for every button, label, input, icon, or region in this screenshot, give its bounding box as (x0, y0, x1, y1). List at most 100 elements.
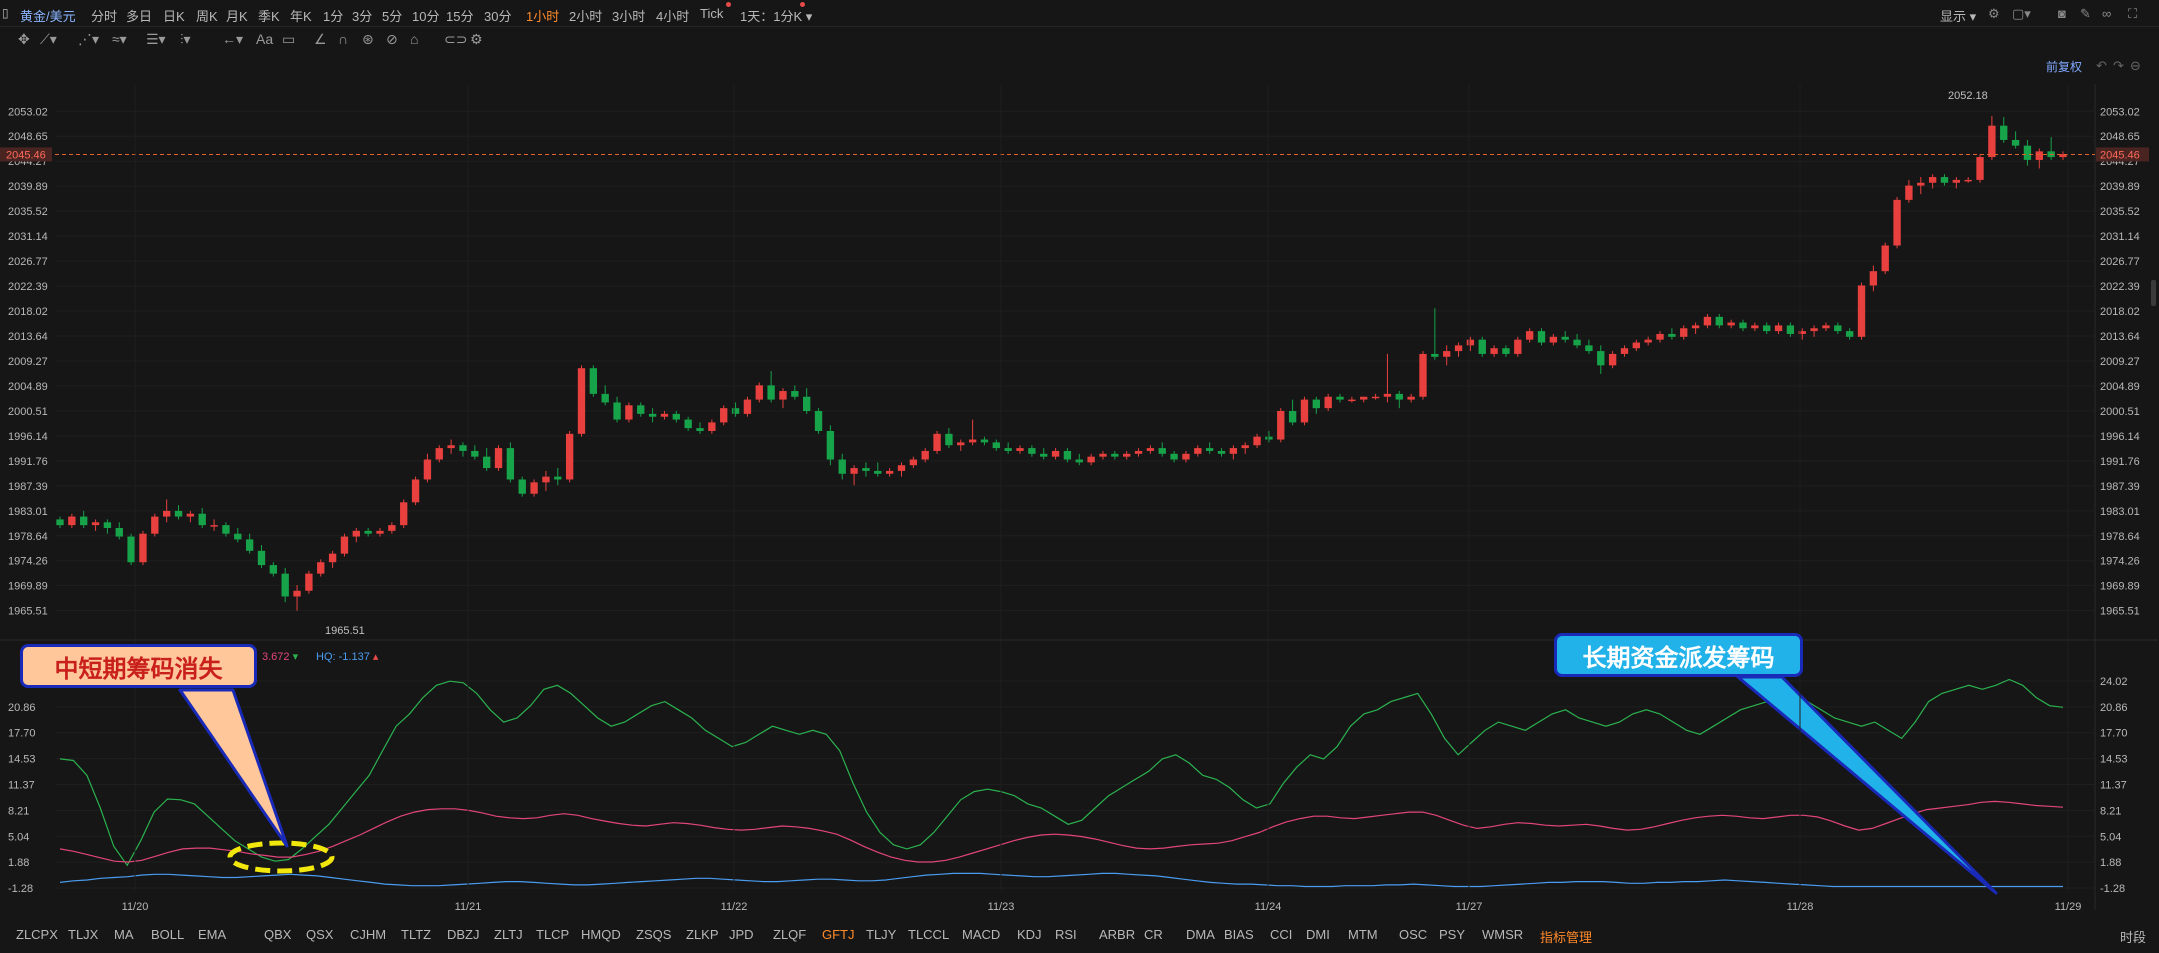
symbol-selector[interactable]: 黄金/美元 (20, 9, 76, 24)
candle-body (1585, 345, 1593, 352)
indicator-wmsr[interactable]: WMSR (1482, 927, 1524, 942)
candle-body (1525, 331, 1534, 340)
fullscreen-icon[interactable]: ⛶ (2128, 6, 2138, 21)
candle-body (672, 413, 680, 420)
candle-body (1632, 342, 1640, 349)
magnet-tool-icon[interactable]: ∩ (338, 31, 349, 47)
period-9[interactable]: 5分 (382, 9, 403, 24)
line-tool-icon[interactable]: ⟋▾ (40, 31, 57, 47)
session-button[interactable]: 时段 (2120, 930, 2147, 945)
text-tool-icon[interactable]: Aa (256, 31, 274, 47)
pencil-icon[interactable]: ✎ (2080, 6, 2091, 21)
indicator-jpd[interactable]: JPD (729, 927, 754, 942)
vertical-scrollbar[interactable] (2151, 280, 2156, 306)
period-6[interactable]: 年K (290, 9, 312, 24)
candle-body (1798, 331, 1806, 334)
settings-icon[interactable]: ⚙ (1988, 6, 2000, 21)
indicator-tlcp[interactable]: TLCP (536, 927, 570, 942)
period-13[interactable]: 1小时 (526, 9, 560, 24)
indicator-tlccl[interactable]: TLCCL (908, 927, 950, 942)
link-tool-icon[interactable]: ⊂⊃ (444, 31, 468, 47)
indicator-zlqf[interactable]: ZLQF (773, 927, 807, 942)
display-menu[interactable]: 显示 ▾ (1940, 9, 1977, 24)
redo-icon[interactable]: ↷ (2113, 58, 2124, 73)
note-tool-icon[interactable]: ▭ (282, 31, 296, 47)
x-date-label-2: 11/22 (721, 901, 748, 913)
indicator-dmi[interactable]: DMI (1306, 927, 1330, 942)
candle-body (791, 391, 799, 397)
indicator-cjhm[interactable]: CJHM (350, 927, 387, 942)
indicator-tljy[interactable]: TLJY (866, 927, 897, 942)
candle-body (530, 482, 538, 494)
period-15[interactable]: 3小时 (612, 9, 646, 24)
arrow-tool-icon[interactable]: ←▾ (222, 31, 244, 47)
indicator-zlkp[interactable]: ZLKP (686, 927, 719, 942)
delete-tool-icon[interactable]: ⌂ (410, 31, 419, 47)
zoom-icon[interactable]: ⊖ (2130, 58, 2141, 73)
period-2[interactable]: 日K (163, 9, 185, 24)
indicator-bias[interactable]: BIAS (1224, 927, 1254, 942)
indicator-kdj[interactable]: KDJ (1017, 927, 1042, 942)
period-0[interactable]: 分时 (91, 9, 118, 24)
period-10[interactable]: 10分 (412, 9, 440, 24)
indicator-psy[interactable]: PSY (1439, 927, 1466, 942)
indicator-zltj[interactable]: ZLTJ (494, 927, 523, 942)
interval-selector[interactable]: 1天：1分K ▾ (740, 9, 813, 24)
symbol-icon[interactable]: ▯ (2, 6, 9, 20)
period-12[interactable]: 30分 (484, 9, 512, 24)
indicator-hmqd[interactable]: HMQD (581, 927, 621, 942)
period-1[interactable]: 多日 (126, 9, 153, 24)
price-mode-button[interactable]: 前复权 (2046, 60, 2083, 74)
candle-body (1917, 182, 1925, 186)
period-4[interactable]: 月K (226, 9, 248, 24)
move-tool-icon[interactable]: ✥ (18, 31, 30, 47)
indicator-manager-button[interactable]: 指标管理 (1540, 930, 1593, 945)
settings-tool-icon[interactable]: ⚙ (470, 31, 483, 47)
candle-body (1478, 339, 1486, 354)
indicator-arbr[interactable]: ARBR (1099, 927, 1136, 942)
indicator-cci[interactable]: CCI (1270, 927, 1293, 942)
undo-icon[interactable]: ↶ (2096, 58, 2107, 73)
indicator-dbzj[interactable]: DBZJ (447, 927, 480, 942)
camera-icon[interactable]: ◙ (2058, 6, 2066, 21)
indicator-ma[interactable]: MA (114, 927, 134, 942)
indicator-osc[interactable]: OSC (1399, 927, 1428, 942)
main-left-tick-15: 1987.39 (8, 481, 48, 493)
indicator-macd[interactable]: MACD (962, 927, 1001, 942)
indicator-dma[interactable]: DMA (1186, 927, 1215, 942)
period-17[interactable]: Tick (700, 6, 724, 21)
wave-tool-icon[interactable]: ≈▾ (112, 31, 127, 47)
candle-body (364, 530, 372, 534)
indicator-zlcpx[interactable]: ZLCPX (16, 927, 58, 942)
ruler-tool-icon[interactable]: ∠ (314, 31, 327, 47)
indicator-rsi[interactable]: RSI (1055, 927, 1077, 942)
indicator-cr[interactable]: CR (1144, 927, 1163, 942)
candle-body (1680, 328, 1688, 337)
period-16[interactable]: 4小时 (656, 9, 690, 24)
pattern-tool-icon[interactable]: ⫶▾ (180, 31, 191, 47)
indicator-qsx[interactable]: QSX (306, 927, 334, 942)
indicator-tltz[interactable]: TLTZ (401, 927, 432, 942)
link-icon[interactable]: ∞ (2102, 6, 2112, 21)
period-7[interactable]: 1分 (323, 9, 344, 24)
fib-tool-icon[interactable]: ☰▾ (146, 31, 166, 47)
indicator-qbx[interactable]: QBX (264, 927, 292, 942)
lock-tool-icon[interactable]: ⊛ (362, 31, 374, 47)
hide-tool-icon[interactable]: ⊘ (386, 31, 398, 47)
candle-body (909, 459, 918, 466)
period-8[interactable]: 3分 (352, 9, 373, 24)
indicator-ema[interactable]: EMA (198, 927, 227, 942)
indicator-gftj[interactable]: GFTJ (822, 927, 855, 942)
period-3[interactable]: 周K (196, 9, 218, 24)
indicator-boll[interactable]: BOLL (151, 927, 185, 942)
layout-icon[interactable]: ▢▾ (2012, 6, 2031, 21)
indicator-zsqs[interactable]: ZSQS (636, 927, 672, 942)
period-5[interactable]: 季K (258, 9, 280, 24)
indicator-mtm[interactable]: MTM (1348, 927, 1378, 942)
period-11[interactable]: 15分 (446, 9, 474, 24)
period-14[interactable]: 2小时 (569, 9, 603, 24)
channel-tool-icon[interactable]: ⋰▾ (78, 31, 100, 47)
indicator-tljx[interactable]: TLJX (68, 927, 99, 942)
candle-body (1336, 396, 1344, 400)
